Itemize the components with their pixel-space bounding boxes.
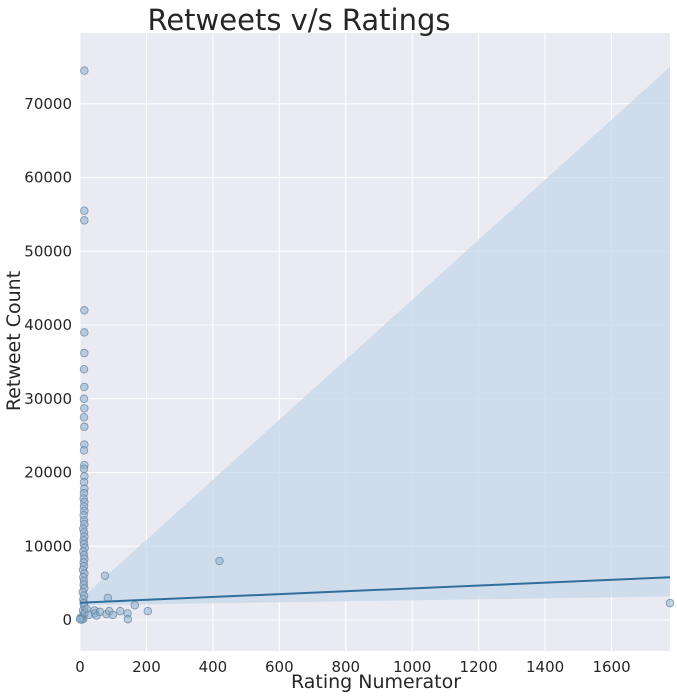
data-point [79, 464, 89, 474]
data-point [79, 394, 89, 404]
y-tick-labels: 0 10000 20000 30000 40000 50000 60000 70000 [24, 95, 72, 629]
data-point [80, 348, 89, 358]
x-tick-label: 800 [331, 658, 360, 676]
y-tick-label: 10000 [24, 537, 72, 555]
x-tick-label: 0 [75, 658, 85, 676]
data-point [215, 556, 224, 566]
x-tick-label: 1000 [393, 658, 431, 676]
data-point [100, 571, 110, 581]
x-axis-title: Rating Numerator [291, 671, 461, 693]
chart-title: Retweets v/s Ratings [147, 3, 450, 37]
data-point [79, 412, 89, 422]
data-point [115, 606, 125, 616]
regression-line [79, 576, 671, 604]
data-point [80, 216, 89, 225]
data-point [123, 615, 133, 624]
y-tick-label: 20000 [24, 464, 72, 482]
x-tick-label: 600 [265, 658, 294, 676]
data-point [143, 606, 153, 616]
y-tick-label: 40000 [24, 316, 72, 334]
data-point [75, 615, 85, 624]
x-tick-label: 200 [132, 658, 161, 676]
y-tick-label: 50000 [24, 242, 72, 260]
y-tick-label: 30000 [24, 390, 72, 408]
data-point [665, 598, 675, 608]
data-point [80, 422, 89, 432]
data-point [80, 404, 89, 413]
data-point [80, 328, 89, 337]
y-tick-label: 0 [62, 611, 72, 629]
data-point [80, 382, 89, 392]
data-point [130, 601, 140, 610]
x-tick-labels: 0 200 400 600 800 1000 1200 1400 1600 [75, 658, 630, 676]
x-tick-label: 1600 [592, 658, 630, 676]
x-tick-label: 400 [199, 658, 228, 676]
data-point [79, 446, 89, 455]
data-point [80, 206, 89, 215]
data-point [108, 610, 118, 620]
confidence-band [80, 66, 670, 606]
data-point [79, 365, 89, 374]
data-point [80, 66, 89, 75]
x-tick-label: 1200 [460, 658, 498, 676]
y-tick-label: 70000 [24, 95, 72, 113]
y-axis-title: Retweet Count [3, 271, 25, 411]
y-tick-label: 60000 [24, 169, 72, 187]
scatter-points [75, 66, 675, 624]
x-tick-label: 1400 [526, 658, 564, 676]
data-point [80, 306, 89, 315]
